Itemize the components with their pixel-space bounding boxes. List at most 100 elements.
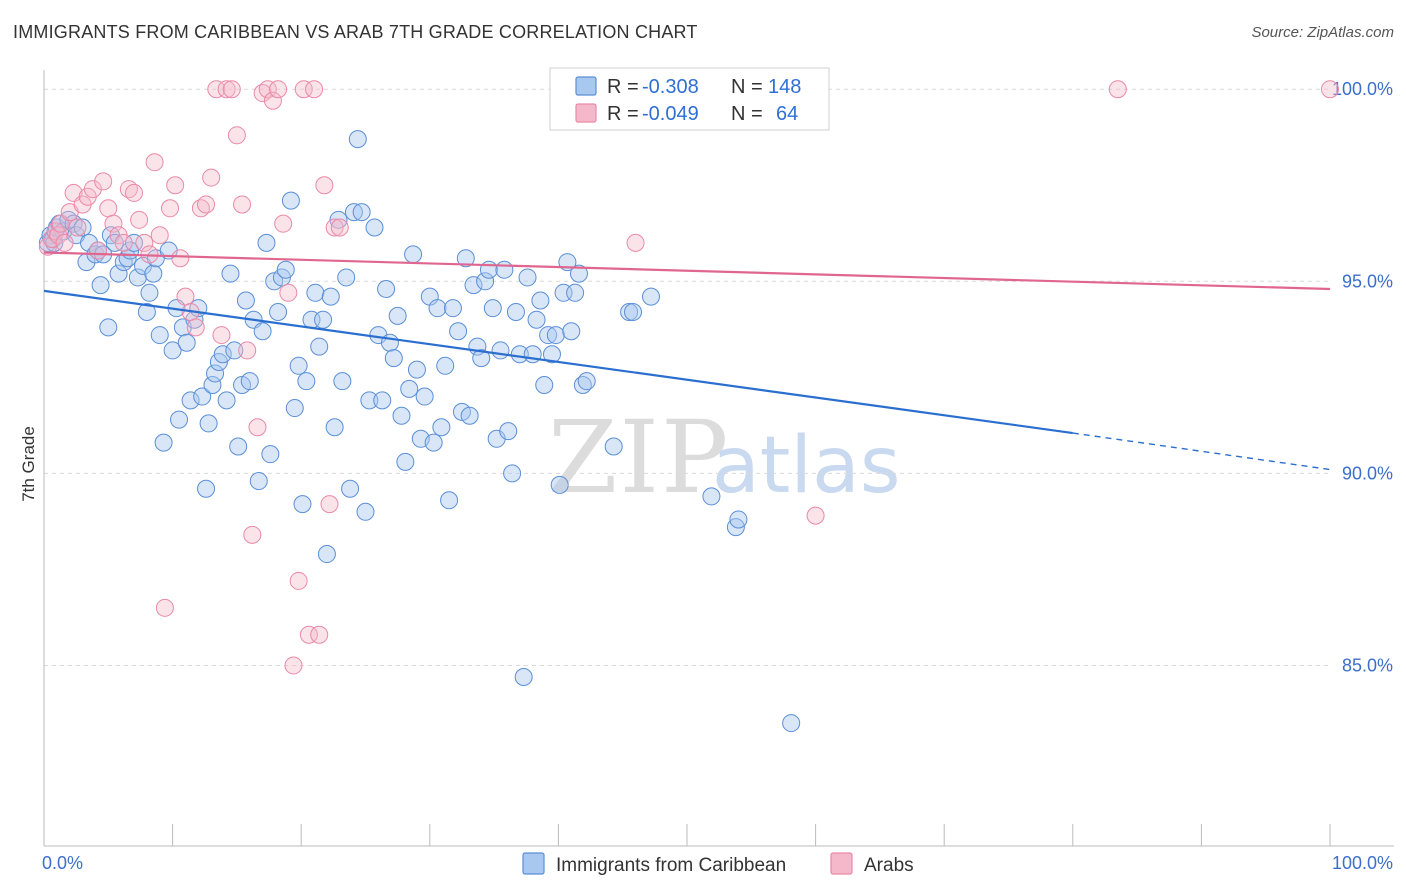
- point-caribbean: [99, 318, 118, 337]
- point-caribbean: [281, 191, 300, 210]
- point-caribbean: [550, 475, 569, 494]
- point-arabs: [274, 214, 293, 233]
- axes: [43, 70, 1394, 847]
- point-caribbean: [535, 376, 554, 395]
- point-caribbean: [325, 418, 344, 437]
- point-caribbean: [546, 326, 565, 345]
- point-caribbean: [514, 667, 533, 686]
- y-tick-label: 90.0%: [1342, 463, 1393, 483]
- point-caribbean: [177, 333, 196, 352]
- point-arabs: [212, 326, 231, 345]
- bottom-legend: Immigrants from Caribbean Arabs: [522, 852, 914, 876]
- point-arabs: [320, 495, 339, 514]
- point-arabs: [294, 80, 313, 99]
- point-arabs: [55, 233, 74, 252]
- point-caribbean: [360, 391, 379, 410]
- point-caribbean: [181, 391, 200, 410]
- point-caribbean: [352, 203, 371, 222]
- point-caribbean: [109, 264, 128, 283]
- point-caribbean: [289, 356, 308, 375]
- point-caribbean: [240, 372, 259, 391]
- point-arabs: [330, 218, 349, 237]
- point-caribbean: [440, 491, 459, 510]
- point-arabs: [99, 199, 118, 218]
- point-caribbean: [539, 326, 558, 345]
- point-caribbean: [641, 287, 660, 306]
- point-caribbean: [356, 502, 375, 521]
- point-caribbean: [257, 233, 276, 252]
- series-arabs-points: [38, 80, 1339, 675]
- point-caribbean: [253, 322, 272, 341]
- point-caribbean: [702, 487, 721, 506]
- point-caribbean: [91, 276, 110, 295]
- point-arabs: [217, 80, 236, 99]
- point-caribbean: [321, 287, 340, 306]
- point-arabs: [145, 153, 164, 172]
- point-caribbean: [432, 418, 451, 437]
- point-caribbean: [396, 452, 415, 471]
- point-arabs: [125, 183, 144, 202]
- point-caribbean: [782, 714, 801, 733]
- point-arabs: [1108, 80, 1127, 99]
- point-arabs: [176, 287, 195, 306]
- point-caribbean: [407, 360, 426, 379]
- point-arabs: [238, 341, 257, 360]
- legend-r-value: -0.049: [642, 103, 699, 125]
- point-caribbean: [170, 410, 189, 429]
- point-arabs: [114, 233, 133, 252]
- point-caribbean: [464, 276, 483, 295]
- point-caribbean: [306, 283, 325, 302]
- point-caribbean: [197, 479, 216, 498]
- trend-lines: [43, 251, 1331, 471]
- point-arabs: [299, 625, 318, 644]
- chart-title: IMMIGRANTS FROM CARIBBEAN VS ARAB 7TH GR…: [13, 22, 698, 42]
- point-caribbean: [73, 218, 92, 237]
- legend-r-label: R =: [607, 76, 639, 98]
- y-tick-label: 100.0%: [1332, 79, 1393, 99]
- point-caribbean: [269, 303, 288, 322]
- point-caribbean: [140, 283, 159, 302]
- point-caribbean: [193, 387, 212, 406]
- point-arabs: [155, 598, 174, 617]
- point-caribbean: [333, 372, 352, 391]
- legend-r-label: R =: [607, 103, 639, 125]
- point-caribbean: [503, 464, 522, 483]
- watermark-atlas: atlas: [712, 421, 901, 511]
- point-caribbean: [213, 345, 232, 364]
- point-caribbean: [424, 433, 443, 452]
- trend-line-caribbean: [43, 289, 1073, 435]
- bottom-legend-swatch-caribbean: [522, 852, 545, 875]
- point-arabs: [1321, 80, 1339, 99]
- point-caribbean: [577, 372, 596, 391]
- point-caribbean: [562, 322, 581, 341]
- bottom-legend-label-caribbean: Immigrants from Caribbean: [556, 855, 786, 876]
- point-caribbean: [229, 437, 248, 456]
- point-caribbean: [415, 387, 434, 406]
- point-caribbean: [428, 299, 447, 318]
- point-arabs: [227, 126, 246, 145]
- watermark-zip: ZIP: [548, 399, 730, 516]
- point-caribbean: [163, 341, 182, 360]
- point-arabs: [150, 226, 169, 245]
- point-arabs: [197, 195, 216, 214]
- point-caribbean: [310, 337, 329, 356]
- point-caribbean: [388, 306, 407, 325]
- legend-r-value: -0.308: [642, 76, 699, 98]
- source-label: Source: ZipAtlas.com: [1251, 24, 1394, 41]
- point-caribbean: [365, 218, 384, 237]
- point-arabs: [104, 214, 123, 233]
- point-caribbean: [443, 299, 462, 318]
- point-caribbean: [337, 268, 356, 287]
- point-caribbean: [154, 433, 173, 452]
- point-caribbean: [217, 391, 236, 410]
- point-caribbean: [276, 260, 295, 279]
- point-caribbean: [449, 322, 468, 341]
- point-caribbean: [400, 379, 419, 398]
- y-tick-label: 95.0%: [1342, 271, 1393, 291]
- point-caribbean: [569, 264, 588, 283]
- point-caribbean: [344, 203, 363, 222]
- point-caribbean: [249, 472, 268, 491]
- point-arabs: [289, 571, 308, 590]
- point-caribbean: [404, 245, 423, 264]
- point-caribbean: [491, 341, 510, 360]
